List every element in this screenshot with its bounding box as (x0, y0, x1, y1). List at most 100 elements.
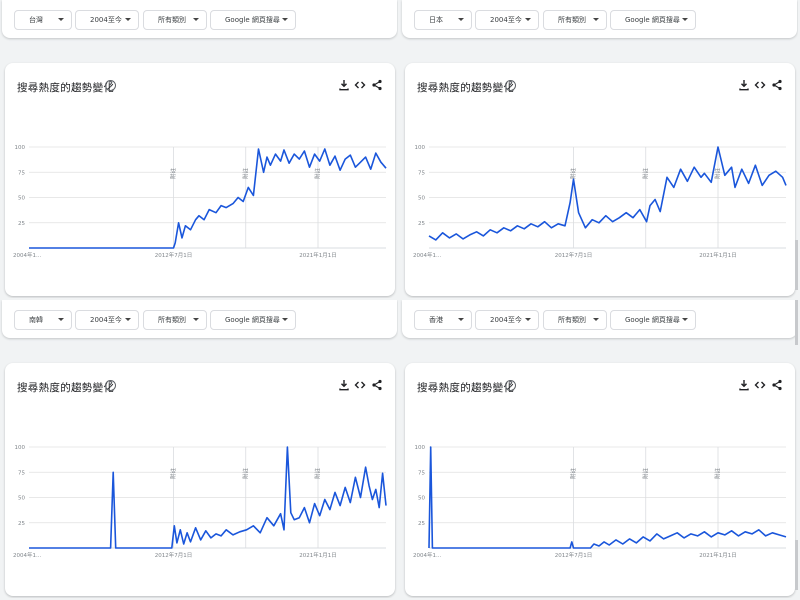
help-icon[interactable]: ? (505, 80, 516, 91)
interest-over-time-card: 搜尋熱度的趨勢變化 ? 100 75 50 25 附註 附註 附註 2004年1... 2012… (5, 63, 395, 296)
chevron-down-icon (593, 318, 599, 321)
card-title: 搜尋熱度的趨勢變化 (17, 82, 115, 94)
note-label: 附註 (569, 467, 577, 479)
time-range-select[interactable]: 2004至今 (75, 310, 139, 330)
search-type-select[interactable]: Google 網頁搜尋 (210, 10, 296, 30)
region-select-label: 台灣 (29, 16, 43, 24)
note-label: 附註 (241, 467, 249, 479)
y-tick-label: 25 (418, 221, 425, 227)
share-icon[interactable] (771, 379, 783, 391)
chevron-down-icon (282, 18, 288, 21)
trends-panel-taiwan: 台灣 2004至今 所有類別 Google 網頁搜尋 搜尋熱度的趨勢變化 ? 1… (0, 0, 398, 298)
embed-code-icon[interactable] (754, 379, 766, 391)
category-select[interactable]: 所有類別 (543, 10, 607, 30)
note-label: 附註 (169, 167, 177, 179)
y-tick-label: 50 (18, 196, 25, 202)
search-type-label: Google 網頁搜尋 (625, 16, 680, 24)
region-select[interactable]: 香港 (414, 310, 472, 330)
x-tick-label: 2004年1... (413, 251, 441, 259)
scrollbar[interactable] (795, 540, 798, 590)
chevron-down-icon (525, 18, 531, 21)
region-select[interactable]: 日本 (414, 10, 472, 30)
y-tick-label: 25 (418, 521, 425, 527)
scrollbar[interactable] (795, 240, 798, 290)
note-label: 附註 (314, 167, 322, 179)
filter-bar: 香港 2004至今 所有類別 Google 網頁搜尋 (402, 300, 797, 338)
download-icon[interactable] (338, 379, 350, 391)
y-tick-label: 25 (18, 521, 25, 527)
time-range-label: 2004至今 (90, 316, 122, 324)
chevron-down-icon (58, 318, 64, 321)
chevron-down-icon (282, 318, 288, 321)
trend-chart: 100 75 50 25 附註 附註 附註 2004年1... 2012年7月1日 2021年1月… (413, 145, 787, 259)
time-range-label: 2004至今 (490, 316, 522, 324)
embed-code-icon[interactable] (354, 379, 366, 391)
chevron-down-icon (525, 318, 531, 321)
search-type-select[interactable]: Google 網頁搜尋 (210, 310, 296, 330)
region-select-label: 香港 (429, 316, 443, 324)
search-type-select[interactable]: Google 網頁搜尋 (610, 10, 696, 30)
note-label: 附註 (169, 467, 177, 479)
series-line (428, 446, 787, 549)
trend-chart: 100 75 50 25 附註 附註 附註 2004年1... 2012年7月1日 2021年1月… (413, 445, 787, 559)
search-type-select[interactable]: Google 網頁搜尋 (610, 310, 696, 330)
region-select-label: 日本 (429, 16, 443, 24)
category-label: 所有類別 (158, 316, 186, 324)
embed-code-icon[interactable] (354, 79, 366, 91)
filter-bar: 日本 2004至今 所有類別 Google 網頁搜尋 (402, 0, 797, 38)
card-title: 搜尋熱度的趨勢變化 (417, 382, 515, 394)
time-range-select[interactable]: 2004至今 (475, 10, 539, 30)
category-select[interactable]: 所有類別 (143, 10, 207, 30)
region-select[interactable]: 南韓 (14, 310, 72, 330)
x-tick-label: 2021年1月1日 (299, 551, 337, 559)
y-tick-label: 100 (15, 145, 26, 151)
y-tick-label: 75 (18, 470, 25, 476)
category-label: 所有類別 (558, 16, 586, 24)
note-label: 附註 (714, 167, 722, 179)
trend-chart: 100 75 50 25 附註 附註 附註 2004年1... 2012年7月1日 2021年1月… (13, 445, 387, 559)
chevron-down-icon (593, 18, 599, 21)
card-title: 搜尋熱度的趨勢變化 (417, 82, 515, 94)
download-icon[interactable] (738, 379, 750, 391)
chevron-down-icon (682, 318, 688, 321)
chevron-down-icon (125, 18, 131, 21)
note-label: 附註 (714, 467, 722, 479)
series-line (29, 446, 387, 549)
trend-chart: 100 75 50 25 附註 附註 附註 2004年1... 2012年7月1日 2021年1月… (13, 145, 387, 259)
share-icon[interactable] (371, 79, 383, 91)
x-tick-label: 2021年1月1日 (299, 251, 337, 259)
time-range-select[interactable]: 2004至今 (75, 10, 139, 30)
scrollbar[interactable] (795, 300, 798, 345)
x-tick-label: 2004年1... (413, 551, 441, 559)
time-range-label: 2004至今 (90, 16, 122, 24)
category-select[interactable]: 所有類別 (143, 310, 207, 330)
y-tick-label: 75 (418, 470, 425, 476)
chevron-down-icon (458, 18, 464, 21)
download-icon[interactable] (338, 79, 350, 91)
y-tick-label: 75 (18, 170, 25, 176)
time-range-select[interactable]: 2004至今 (475, 310, 539, 330)
share-icon[interactable] (371, 379, 383, 391)
category-select[interactable]: 所有類別 (543, 310, 607, 330)
card-title: 搜尋熱度的趨勢變化 (17, 382, 115, 394)
note-label: 附註 (314, 467, 322, 479)
y-tick-label: 75 (418, 170, 425, 176)
region-select[interactable]: 台灣 (14, 10, 72, 30)
filter-bar: 台灣 2004至今 所有類別 Google 網頁搜尋 (2, 0, 397, 38)
help-icon[interactable]: ? (105, 380, 116, 391)
embed-code-icon[interactable] (754, 79, 766, 91)
search-type-label: Google 網頁搜尋 (225, 316, 280, 324)
interest-over-time-card: 搜尋熱度的趨勢變化 ? 100 75 50 25 附註 附註 附註 2004年1... 2012… (405, 363, 795, 596)
region-select-label: 南韓 (29, 316, 43, 324)
share-icon[interactable] (771, 79, 783, 91)
x-tick-label: 2004年1... (13, 251, 41, 259)
note-label: 附註 (569, 167, 577, 179)
help-icon[interactable]: ? (505, 380, 516, 391)
y-tick-label: 100 (415, 145, 426, 151)
x-tick-label: 2021年1月1日 (699, 251, 737, 259)
y-tick-label: 25 (18, 221, 25, 227)
chevron-down-icon (58, 18, 64, 21)
download-icon[interactable] (738, 79, 750, 91)
x-tick-label: 2012年7月1日 (155, 251, 193, 259)
help-icon[interactable]: ? (105, 80, 116, 91)
